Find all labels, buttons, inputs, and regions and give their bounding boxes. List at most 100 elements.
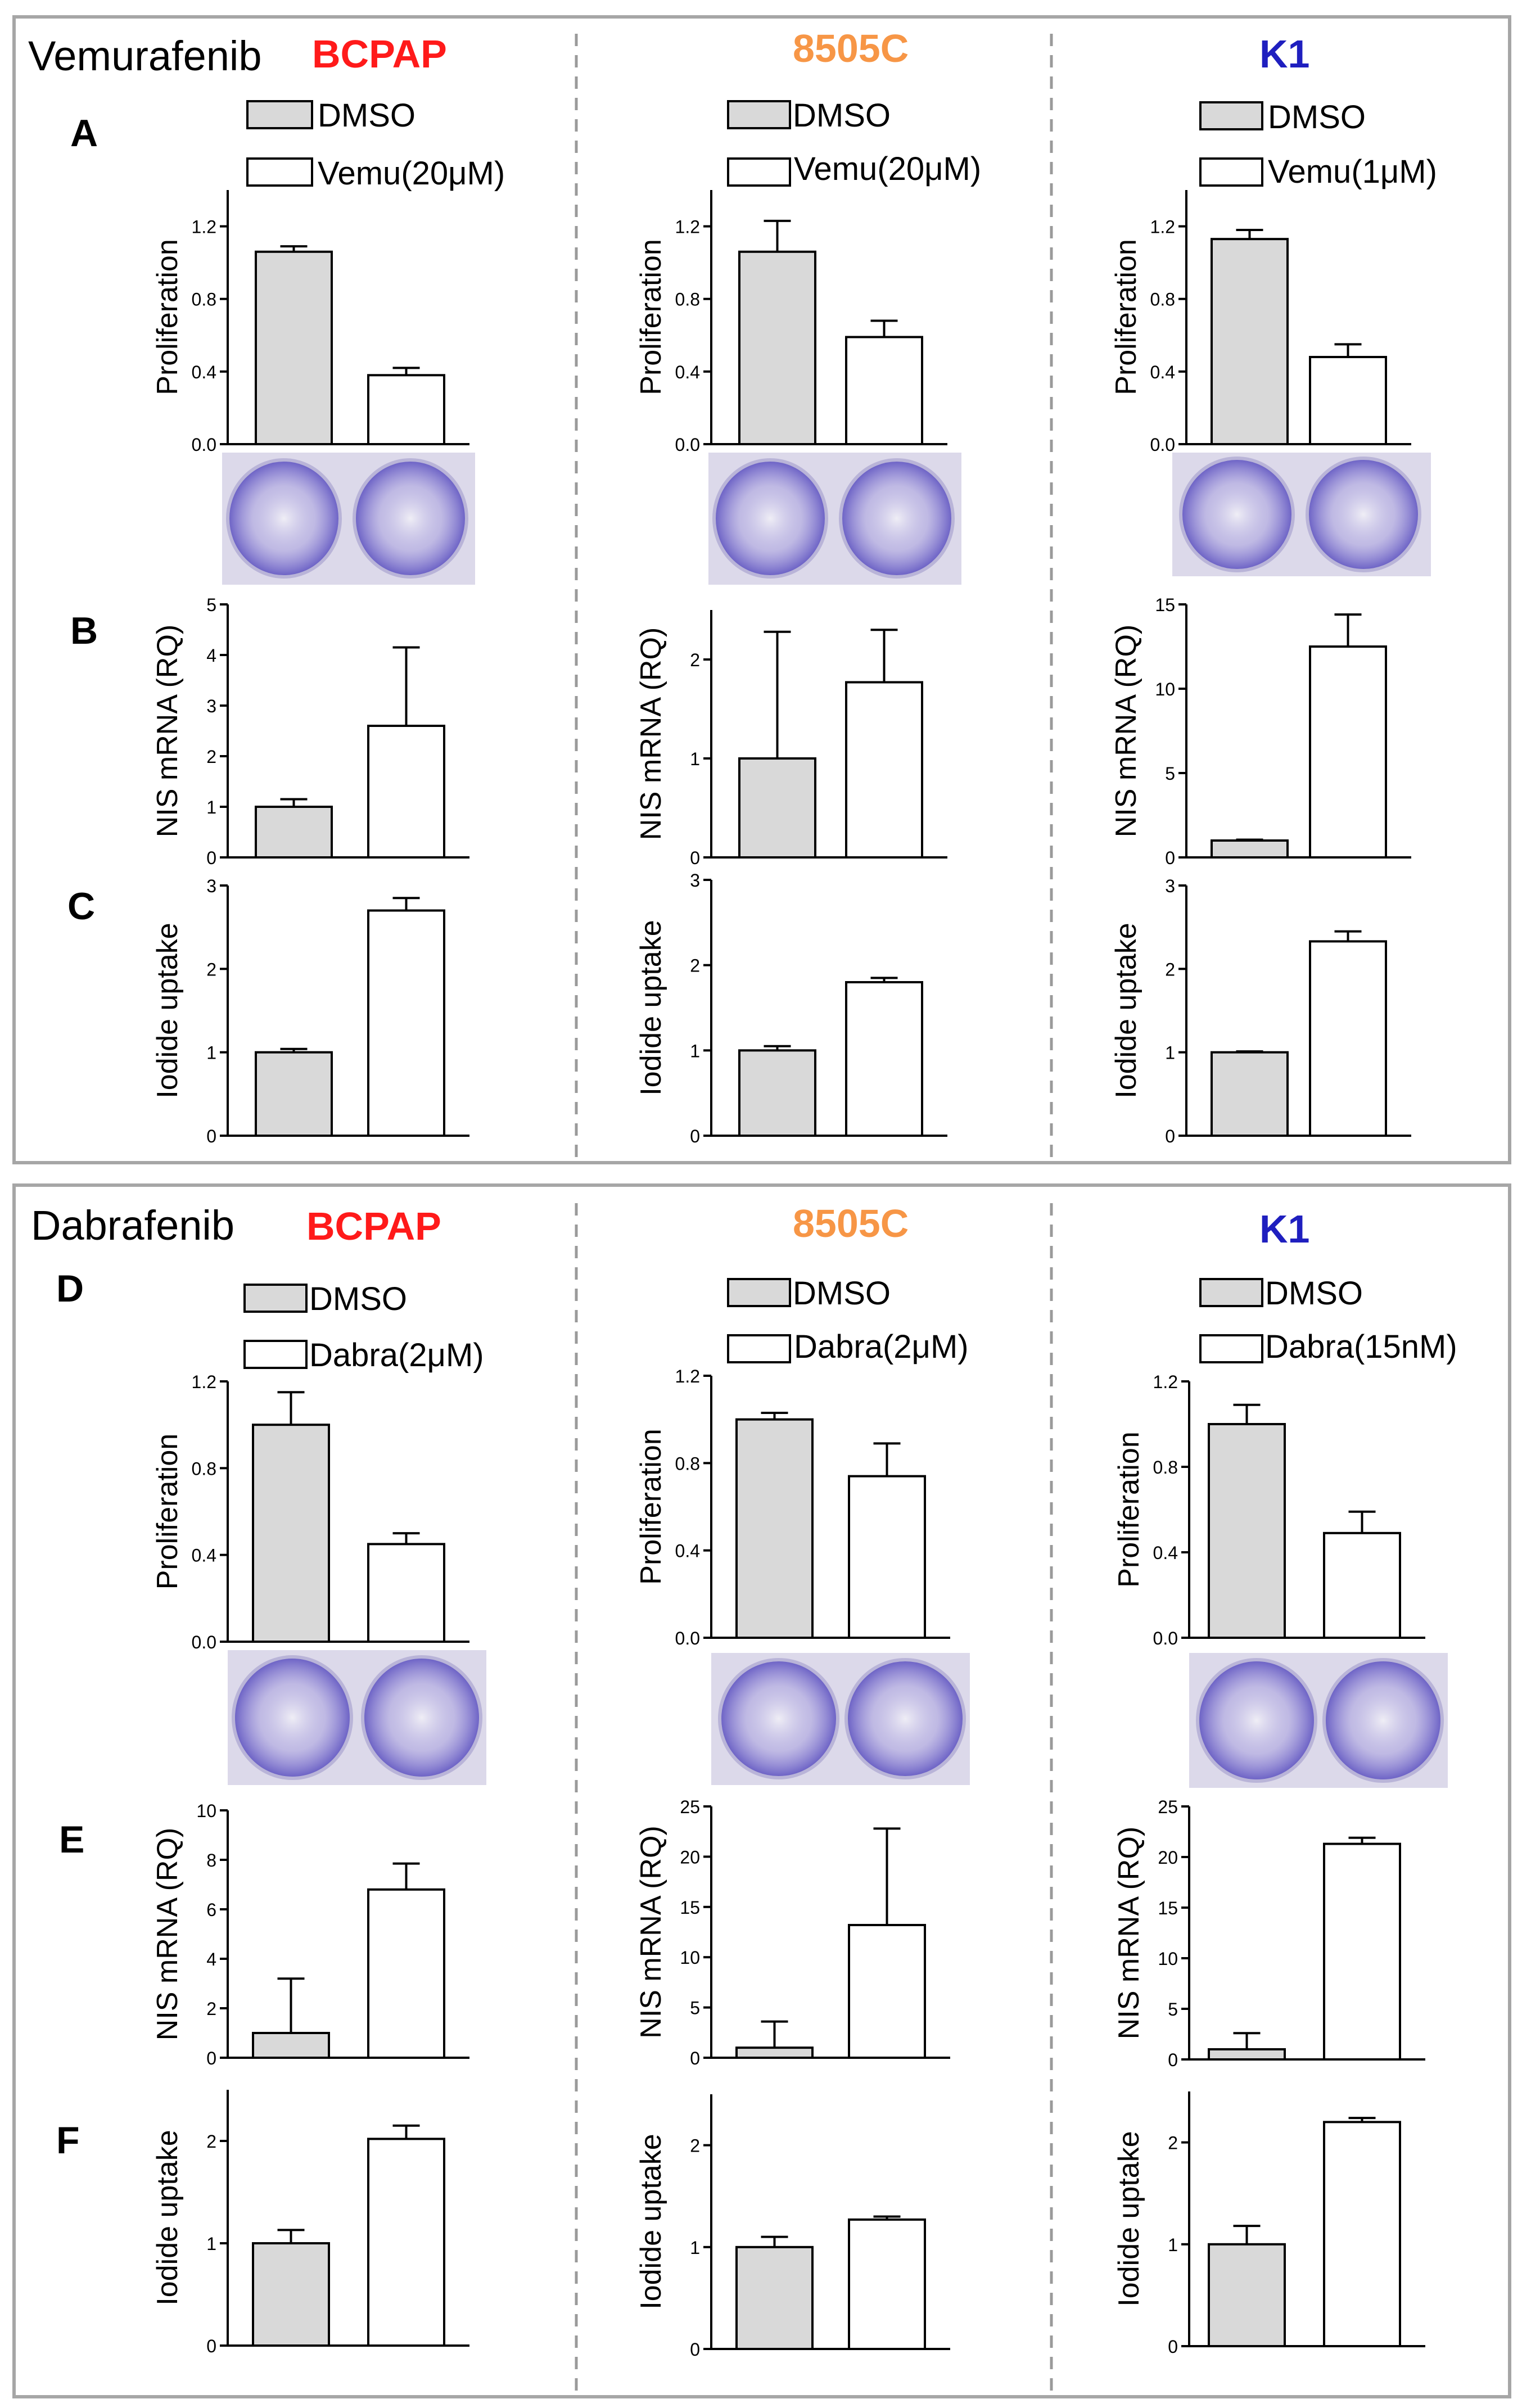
- y-tick-label: 10: [680, 1948, 700, 1968]
- y-axis-label: NIS mRNA (RQ): [635, 627, 667, 840]
- y-tick-label: 0: [690, 1126, 700, 1146]
- legend: DMSO Dabra(2μM): [243, 1281, 484, 1374]
- bar-chart: 0 1 2 3 4 5 NIS mRNA (RQ): [151, 595, 469, 868]
- y-tick-label: 1: [690, 1041, 700, 1061]
- bar-dmso: [1211, 238, 1289, 445]
- legend-swatch-dmso: [727, 1278, 791, 1307]
- bar-dmso: [255, 806, 333, 859]
- bar-chart: 0.0 0.4 0.8 1.2 Proliferation: [151, 190, 469, 455]
- y-tick-label: 2: [690, 956, 700, 976]
- y-axis-label: Iodide uptake: [1113, 2131, 1145, 2306]
- y-tick-label: 0.8: [192, 290, 216, 310]
- y-axis-label: Proliferation: [1110, 239, 1142, 395]
- y-tick-label: 5: [1165, 763, 1175, 784]
- y-axis-label: NIS mRNA (RQ): [635, 1826, 667, 2038]
- y-tick-label: 2: [690, 650, 700, 670]
- bar-dmso: [738, 757, 816, 859]
- bar-treatment: [848, 1923, 926, 2059]
- legend-label: Vemu(20μM): [794, 151, 981, 187]
- y-tick-label: 0: [1165, 1126, 1175, 1146]
- y-tick-label: 0.0: [675, 435, 700, 455]
- bar-dmso: [252, 2242, 330, 2347]
- y-axis-label: Iodide uptake: [635, 920, 667, 1095]
- cell-line-label: BCPAP: [312, 32, 447, 76]
- legend-label: Dabra(2μM): [794, 1329, 969, 1365]
- dabrafenib-panel-frame: [12, 1183, 1511, 2398]
- bar-treatment: [1323, 1842, 1401, 2061]
- drug-title: Dabrafenib: [31, 1202, 234, 1249]
- y-tick-label: 1: [1165, 1043, 1175, 1063]
- y-tick-label: 0.4: [192, 1546, 216, 1566]
- colony-plate-image: [222, 453, 475, 585]
- legend-swatch-treatment: [1199, 1334, 1263, 1363]
- y-tick-label: 2: [206, 959, 216, 979]
- y-tick-label: 0: [1168, 2050, 1178, 2070]
- legend-label: DMSO: [1268, 99, 1366, 135]
- legend-swatch-dmso: [246, 100, 313, 129]
- y-tick-label: 5: [1168, 1999, 1178, 2020]
- y-tick-label: 25: [1158, 1797, 1178, 1817]
- legend-label: DMSO: [309, 1281, 407, 1317]
- y-tick-label: 4: [206, 1949, 216, 1969]
- colony-plate-image: [1189, 1653, 1448, 1788]
- bar-chart: 0.0 0.4 0.8 1.2 Proliferation: [635, 190, 947, 455]
- legend-label: DMSO: [318, 97, 415, 134]
- y-tick-label: 0: [690, 848, 700, 868]
- y-tick-label: 10: [1155, 679, 1175, 699]
- y-tick-label: 0.4: [1153, 1543, 1178, 1563]
- legend-label: DMSO: [793, 97, 891, 134]
- y-tick-label: 0.8: [675, 1453, 700, 1474]
- legend-swatch-dmso: [727, 100, 791, 129]
- bar-treatment: [367, 1543, 445, 1643]
- bar-chart: 0 2 4 6 8 10 NIS mRNA (RQ): [151, 1801, 469, 2068]
- y-tick-label: 0.4: [675, 1541, 700, 1561]
- bar-treatment: [845, 981, 923, 1137]
- colony-plate-image: [711, 1653, 970, 1785]
- bar-treatment: [367, 1888, 445, 2059]
- bar-chart: 0.0 0.4 0.8 1.2 Proliferation: [151, 1372, 469, 1652]
- cell-line-label: K1: [1259, 1207, 1309, 1251]
- bar-chart: 0 1 2 3 Iodide uptake: [635, 870, 947, 1146]
- y-axis-label: Proliferation: [151, 239, 184, 395]
- bar-dmso: [255, 250, 333, 445]
- y-tick-label: 3: [1165, 876, 1175, 896]
- y-tick-label: 0: [206, 848, 216, 868]
- legend-swatch-dmso: [1199, 101, 1263, 130]
- bar-treatment: [367, 909, 445, 1137]
- bar-chart: 0 5 10 15 20 25 NIS mRNA (RQ): [635, 1797, 950, 2068]
- y-tick-label: 0: [206, 1126, 216, 1146]
- y-tick-label: 3: [206, 876, 216, 896]
- bar-treatment: [848, 1475, 926, 1639]
- row-letter: B: [70, 609, 98, 652]
- y-tick-label: 1.2: [1153, 1372, 1178, 1392]
- row-letter: E: [59, 1818, 84, 1861]
- y-tick-label: 4: [206, 645, 216, 666]
- legend-swatch-treatment: [243, 1340, 308, 1369]
- y-tick-label: 0.0: [675, 1628, 700, 1648]
- bar-treatment: [848, 2218, 926, 2350]
- y-tick-label: 2: [690, 2136, 700, 2156]
- bar-dmso: [1211, 1051, 1289, 1137]
- row-letter: A: [70, 112, 98, 155]
- legend-label: DMSO: [1265, 1275, 1363, 1312]
- legend: DMSO Dabra(15nM): [1199, 1275, 1457, 1365]
- y-tick-label: 0: [1165, 848, 1175, 868]
- cell-line-label: 8505C: [793, 26, 909, 70]
- y-tick-label: 2: [206, 2131, 216, 2152]
- y-axis-label: NIS mRNA (RQ): [151, 625, 184, 837]
- colony-plate-image: [228, 1650, 486, 1785]
- colony-plate-image: [708, 453, 961, 585]
- bar-treatment: [1309, 356, 1387, 445]
- vemurafenib-panel-frame: [12, 15, 1511, 1164]
- bar-dmso: [252, 1424, 330, 1643]
- y-tick-label: 5: [206, 595, 216, 615]
- legend: DMSO Vemu(20μM): [727, 97, 981, 187]
- y-tick-label: 20: [1158, 1847, 1178, 1868]
- y-axis-label: Proliferation: [635, 239, 667, 395]
- y-tick-label: 0.4: [675, 362, 700, 382]
- bar-chart: 0.0 0.4 0.8 1.2 Proliferation: [1113, 1372, 1425, 1648]
- y-tick-label: 1: [206, 2234, 216, 2254]
- bar-treatment: [367, 374, 445, 445]
- y-tick-label: 15: [680, 1898, 700, 1918]
